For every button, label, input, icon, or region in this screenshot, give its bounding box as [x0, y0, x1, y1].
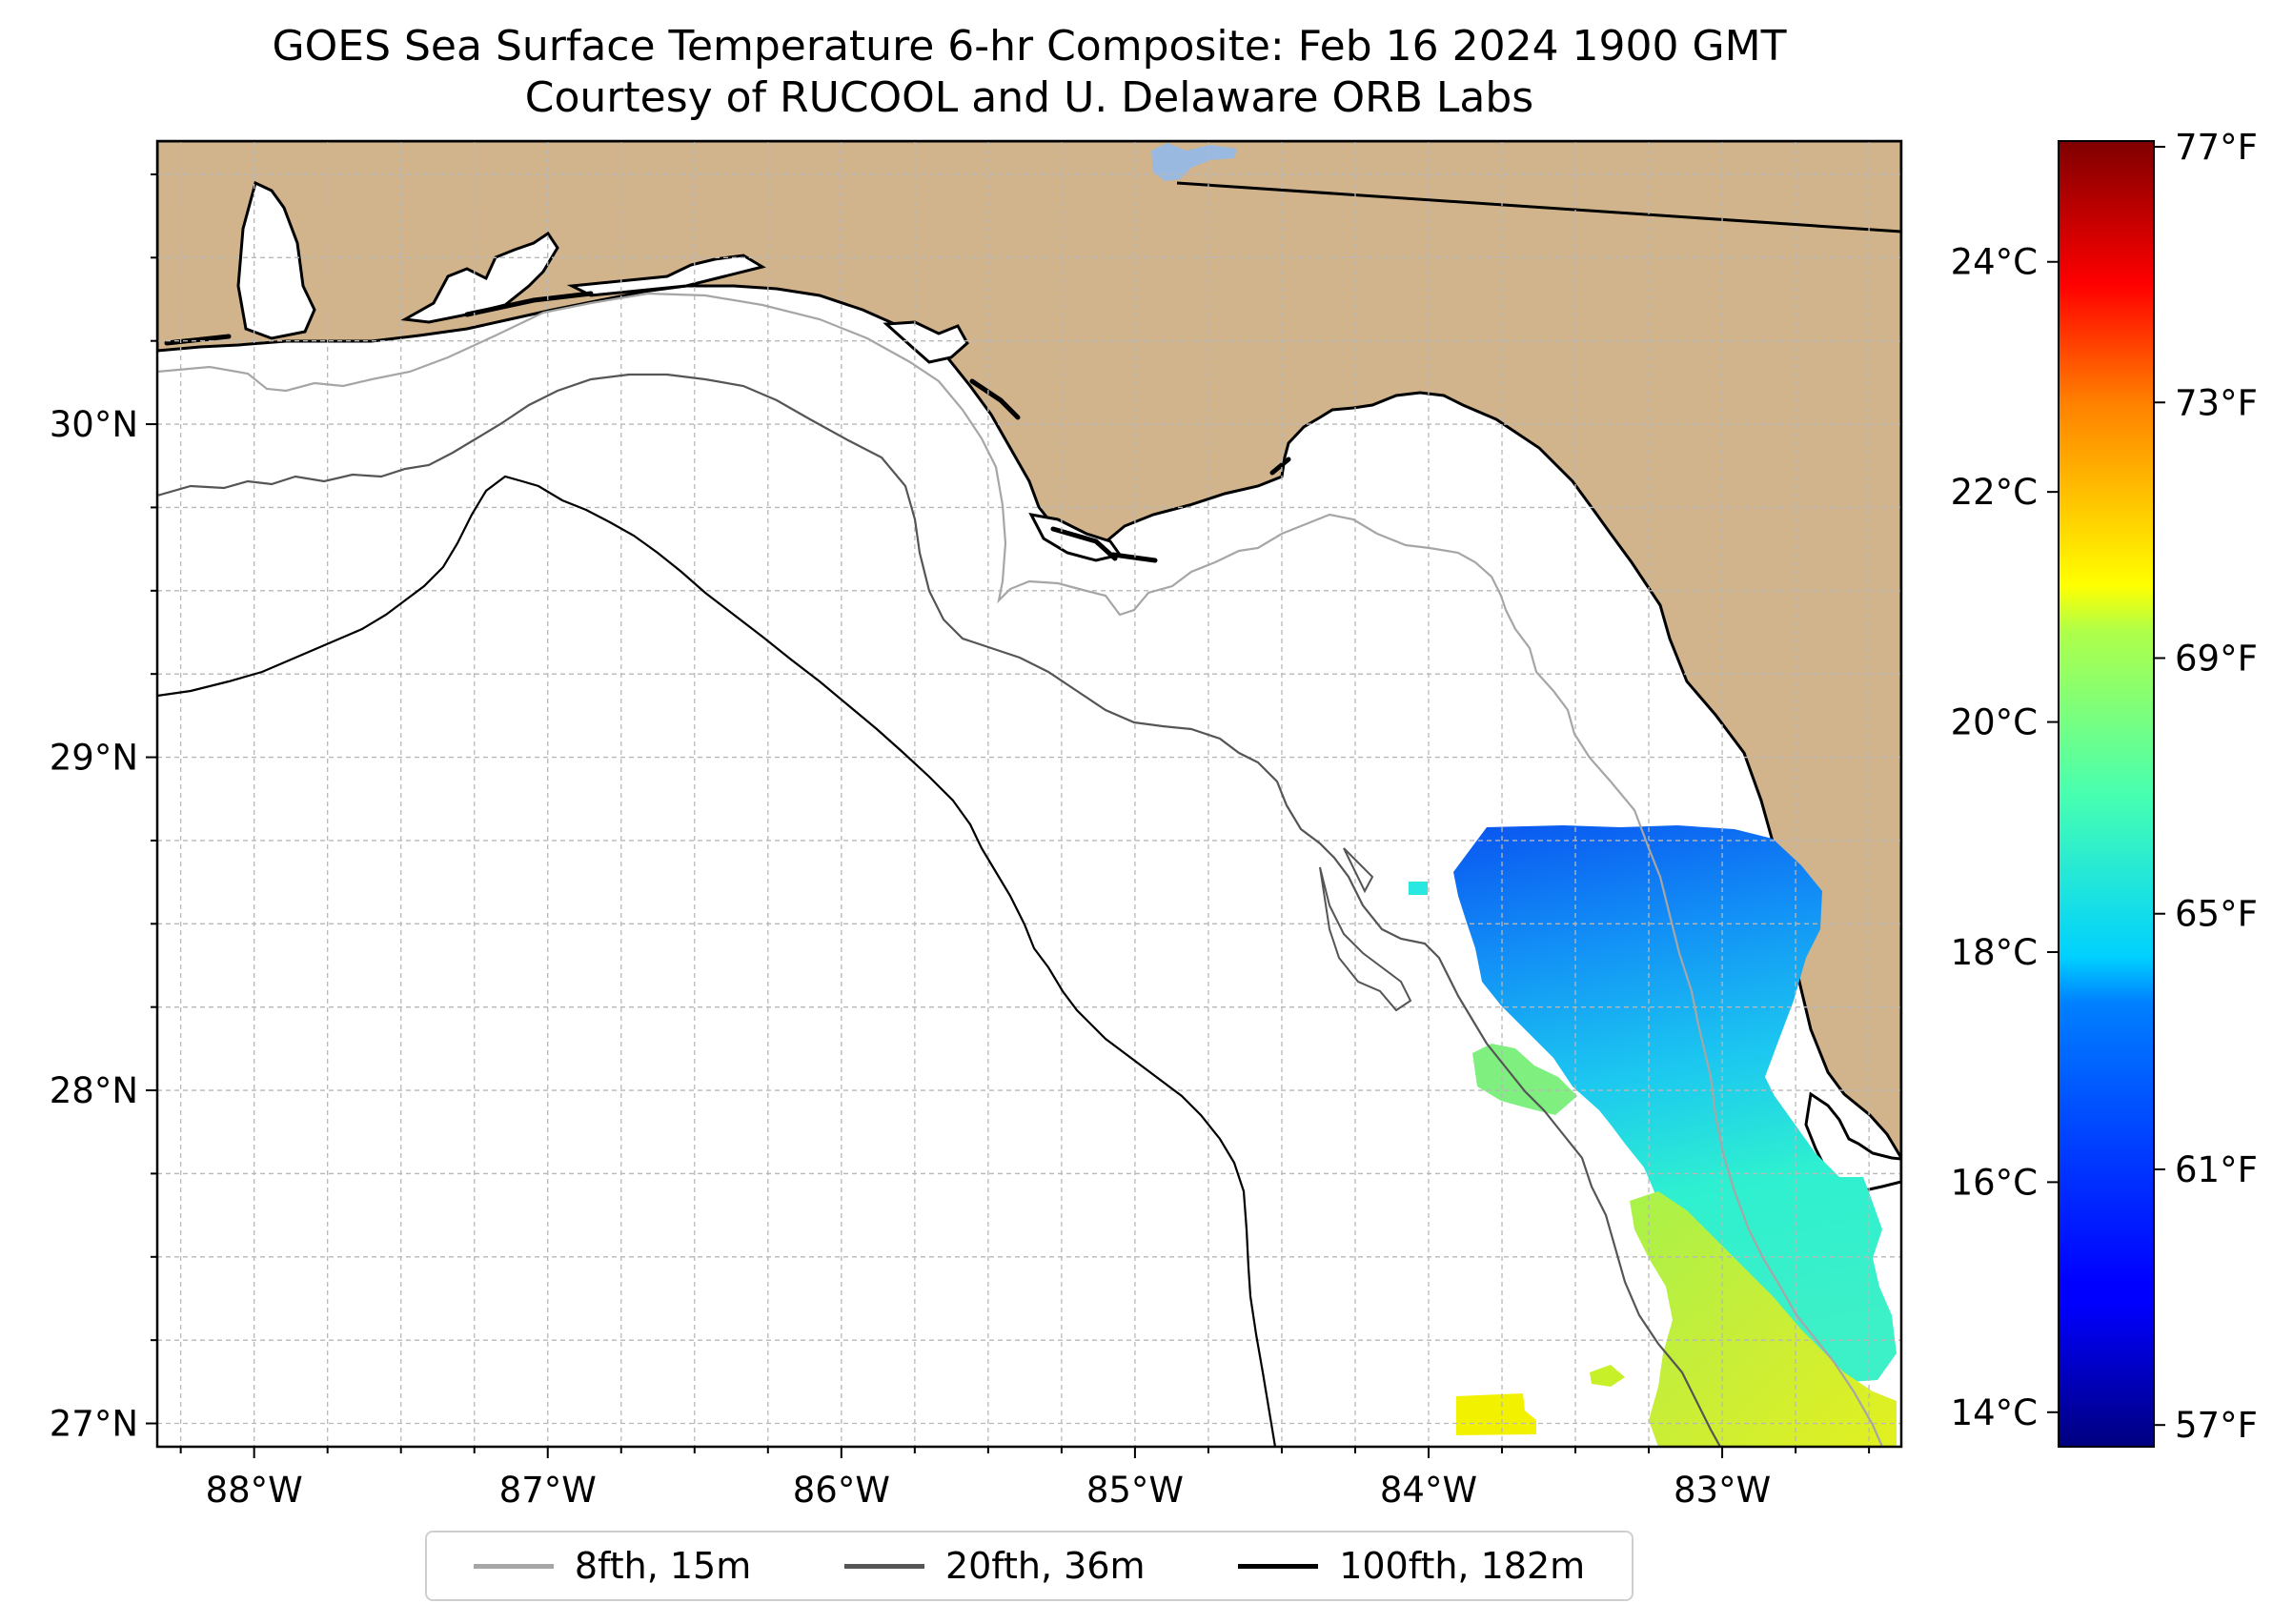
legend-swatch-100fth: [1238, 1563, 1319, 1569]
celsius-tick-label: 22°C: [1951, 472, 2038, 513]
sst-green-west: [1472, 1044, 1577, 1115]
contour-8fth: [157, 292, 1884, 1447]
title-line-1: GOES Sea Surface Temperature 6-hr Compos…: [272, 22, 1787, 71]
legend-item-8fth: 8fth, 15m: [473, 1545, 752, 1587]
sst-cyan-dot: [1409, 882, 1428, 895]
lat-tick-label: 28°N: [50, 1070, 138, 1111]
contour-20fth-islands: [1319, 847, 1412, 1012]
fahrenheit-tick-label: 69°F: [2175, 639, 2258, 680]
lon-tick-label: 87°W: [499, 1470, 597, 1511]
fahrenheit-tick-label: 77°F: [2175, 127, 2258, 168]
gridlines: [157, 141, 1901, 1447]
legend-swatch-20fth: [843, 1563, 924, 1569]
fahrenheit-tick-label: 65°F: [2175, 894, 2258, 935]
lon-tick-label: 83°W: [1674, 1470, 1771, 1511]
celsius-tick-label: 16°C: [1951, 1162, 2038, 1203]
colorbar-fahrenheit-axis: 57°F 61°F 65°F 69°F 73°F 77°F: [2154, 127, 2258, 1446]
choctawhatchee-bay: [566, 254, 766, 297]
legend-label-8fth: 8fth, 15m: [574, 1545, 752, 1587]
legend-swatch-8fth: [473, 1563, 554, 1569]
fahrenheit-tick-label: 57°F: [2175, 1405, 2258, 1446]
sst-data: [1409, 825, 1897, 1447]
celsius-tick-label: 18°C: [1951, 932, 2038, 973]
lon-tick-label: 88°W: [206, 1470, 303, 1511]
map-frame: [155, 139, 1903, 1449]
legend: 8fth, 15m 20fth, 36m 100fth, 182m: [425, 1531, 1634, 1601]
legend-item-20fth: 20fth, 36m: [843, 1545, 1146, 1587]
latitude-axis: 30°N 29°N 28°N 27°N: [50, 173, 157, 1445]
legend-label-20fth: 20fth, 36m: [944, 1545, 1146, 1587]
lat-tick-label: 27°N: [50, 1404, 138, 1445]
chart-title: GOES Sea Surface Temperature 6-hr Compos…: [154, 21, 1904, 124]
barrier-islands: [164, 291, 1291, 563]
land-area: [157, 141, 1901, 1161]
st-andrews-bay: [883, 320, 969, 364]
contour-20fth: [157, 373, 1721, 1447]
title-line-2: Courtesy of RUCOOL and U. Delaware ORB L…: [524, 73, 1534, 122]
celsius-tick-label: 14°C: [1951, 1392, 2038, 1433]
sst-yellow-dots: [1590, 1365, 1625, 1387]
sst-south-patch: [1630, 1191, 1897, 1447]
lon-tick-label: 85°W: [1086, 1470, 1184, 1511]
legend-item-100fth: 100fth, 182m: [1238, 1545, 1585, 1587]
longitude-axis: 88°W 87°W 86°W 85°W 84°W 83°W: [179, 1447, 1871, 1511]
colorbar-celsius-axis: 14°C 16°C 18°C 20°C 22°C 24°C: [1951, 242, 2059, 1433]
celsius-tick-label: 24°C: [1951, 242, 2038, 283]
lat-tick-label: 29°N: [50, 738, 138, 779]
fahrenheit-tick-label: 73°F: [2175, 382, 2258, 423]
celsius-tick-label: 20°C: [1951, 702, 2038, 743]
mobile-bay: [236, 180, 316, 340]
fahrenheit-tick-label: 61°F: [2175, 1149, 2258, 1190]
legend-label-100fth: 100fth, 182m: [1339, 1545, 1586, 1587]
state-border: [1176, 181, 1901, 233]
lake: [1151, 143, 1237, 181]
sst-yellow-patch: [1456, 1393, 1536, 1435]
sst-main-patch: [1453, 825, 1897, 1382]
lon-tick-label: 86°W: [793, 1470, 890, 1511]
contour-100fth: [157, 475, 1277, 1447]
lat-tick-label: 30°N: [50, 404, 138, 445]
lon-tick-label: 84°W: [1380, 1470, 1477, 1511]
colorbar: [2058, 140, 2155, 1448]
